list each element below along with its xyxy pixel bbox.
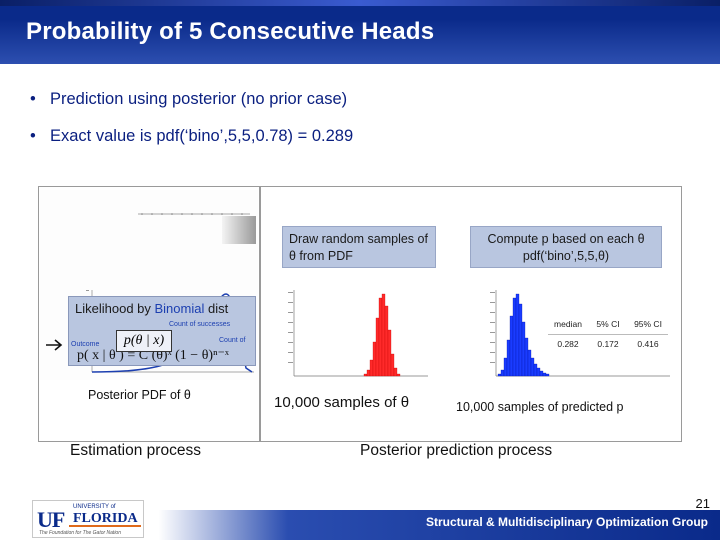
theta-histogram: [288, 290, 428, 377]
bullet-item: • Exact value is pdf(‘bino’,5,5,0.78) = 0…: [30, 127, 353, 146]
bullet-text: Prediction using posterior (no prior cas…: [50, 90, 348, 108]
logo-florida: FLORIDA: [73, 511, 138, 526]
count-successes-label: Count of successes: [169, 321, 231, 328]
posterior-pdf-caption: Posterior PDF of θ: [88, 388, 191, 402]
table-cell: 0.282: [557, 339, 579, 350]
table-cell: 0.416: [637, 339, 659, 350]
draw-samples-callout: Draw random samples of θ from PDF: [282, 226, 436, 268]
likelihood-title-binomial: Binomial: [154, 301, 205, 316]
likelihood-title-prefix: Likelihood by: [75, 301, 155, 316]
page-number: 21: [695, 496, 710, 511]
estimation-label: Estimation process: [70, 442, 201, 459]
stats-table: median 5% CI 95% CI 0.282 0.172 0.416: [548, 314, 668, 354]
bullet-item: • Prediction using posterior (no prior ca…: [30, 90, 353, 109]
bullet-list: • Prediction using posterior (no prior ca…: [30, 90, 353, 164]
table-row: median 5% CI 95% CI: [548, 314, 668, 335]
arrow-right-icon: [46, 339, 63, 351]
logo-divider: [69, 525, 141, 527]
logo-university-of: UNIVERSITY of: [73, 504, 116, 510]
posterior-formula: p(θ | x): [116, 330, 172, 352]
outcome-label: Outcome: [71, 341, 100, 348]
table-header: 95% CI: [628, 314, 668, 335]
p-samples-caption: 10,000 samples of predicted p: [456, 400, 624, 414]
footer-text: Structural & Multidisciplinary Optimizat…: [425, 515, 708, 529]
bullet-text: Exact value is pdf(‘bino’,5,5,0.78) = 0.…: [50, 127, 354, 145]
flow-arrow-icon: [222, 216, 256, 244]
compute-p-callout: Compute p based on each θ pdf(‘bino’,5,5…: [470, 226, 662, 268]
likelihood-title-suffix: dist: [204, 301, 229, 316]
title-bar: [0, 0, 720, 64]
theta-samples-caption: 10,000 samples of θ: [274, 394, 410, 411]
binomial-formula: p( x | θ ) = C (θ)ˣ (1 − θ)ⁿ⁻ˣ: [77, 348, 229, 363]
logo-tagline: The Foundation for The Gator Nation: [39, 530, 121, 536]
university-logo: UF UNIVERSITY of FLORIDA The Foundation …: [32, 500, 144, 538]
table-header: median: [548, 314, 588, 335]
table-row: 0.282 0.172 0.416: [548, 334, 668, 354]
prediction-label: Posterior prediction process: [360, 442, 553, 459]
bullet-dot: •: [30, 90, 36, 108]
slide-title: Probability of 5 Consecutive Heads: [26, 18, 435, 45]
table-cell: 0.172: [597, 339, 619, 350]
logo-uf-mark: UF: [37, 507, 65, 532]
table-header: 5% CI: [588, 314, 628, 335]
count-of-label: Count of: [219, 337, 246, 344]
predicted-p-histogram: [490, 290, 670, 377]
likelihood-title: Likelihood by Binomial dist: [75, 301, 228, 316]
bullet-dot: •: [30, 127, 36, 145]
